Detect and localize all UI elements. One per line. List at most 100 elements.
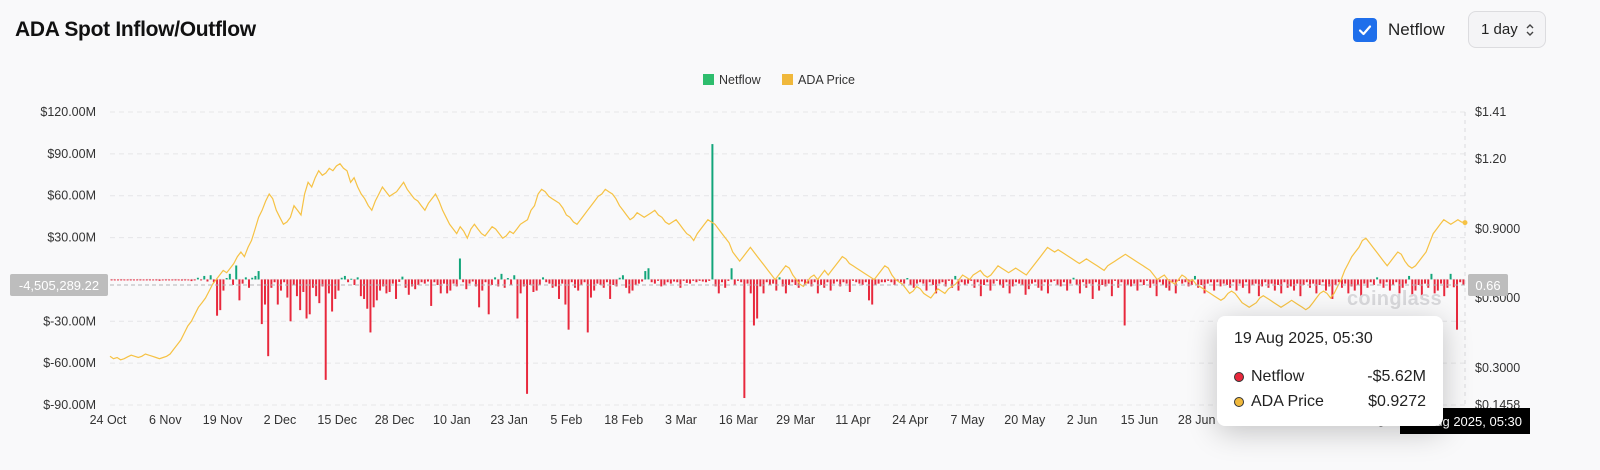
netflow-bar [1436, 279, 1439, 291]
netflow-bar [430, 279, 433, 306]
netflow-bar [136, 279, 139, 281]
netflow-bar [887, 279, 890, 281]
ada-price-line [109, 162, 1466, 361]
netflow-bar [1427, 279, 1430, 288]
netflow-bar [797, 279, 800, 288]
netflow-bar [602, 279, 605, 288]
right-axis-tick-label: $0.9000 [1475, 222, 1520, 236]
x-axis-tick-label: 19 Nov [203, 413, 243, 427]
netflow-bar [772, 279, 775, 284]
netflow-bar [682, 279, 685, 281]
netflow-bar [839, 279, 842, 287]
netflow-bar [637, 279, 640, 284]
netflow-bar [449, 279, 452, 291]
netflow-bar [1344, 279, 1347, 284]
netflow-bar [251, 277, 254, 280]
netflow-bar [359, 279, 362, 297]
netflow-bar [938, 279, 941, 284]
netflow-bar [701, 279, 704, 282]
netflow-bar [152, 279, 155, 281]
netflow-bar [1404, 279, 1407, 284]
netflow-bar [1267, 279, 1270, 288]
right-axis-tick-label: $1.41 [1475, 105, 1506, 119]
netflow-bar [1261, 279, 1264, 287]
netflow-bar [928, 279, 931, 283]
netflow-bar [286, 279, 289, 298]
netflow-bar [967, 279, 970, 284]
netflow-bar [641, 279, 644, 282]
netflow-bar [685, 279, 688, 283]
netflow-bar [1449, 273, 1452, 280]
netflow-bar [1356, 279, 1359, 286]
netflow-bar [1050, 279, 1053, 283]
netflow-bar [1270, 279, 1273, 284]
netflow-bar [724, 279, 727, 288]
checkmark-icon [1358, 25, 1372, 36]
netflow-bar [334, 279, 337, 299]
left-axis-tick-label: $90.00M [47, 147, 96, 161]
netflow-bar [228, 273, 231, 280]
netflow-bar [161, 279, 164, 281]
netflow-bar [388, 279, 391, 292]
netflow-checkbox[interactable] [1353, 18, 1377, 42]
netflow-bar [117, 279, 119, 281]
netflow-bar [740, 279, 743, 283]
netflow-bar [647, 268, 650, 280]
netflow-toggle[interactable]: Netflow [1353, 16, 1445, 44]
tooltip-price-value: $0.9272 [1368, 392, 1426, 410]
netflow-bar [580, 279, 583, 286]
netflow-bar [730, 268, 733, 280]
netflow-bar [1369, 279, 1372, 283]
netflow-bar [689, 279, 692, 284]
netflow-bar [503, 279, 506, 288]
netflow-bar [765, 279, 768, 283]
netflow-bar [455, 279, 458, 287]
netflow-bar [1117, 279, 1120, 288]
netflow-bar [1312, 279, 1315, 284]
netflow-bar [995, 279, 998, 281]
netflow-bar [784, 279, 787, 294]
netflow-bar [1021, 279, 1024, 286]
netflow-bar [573, 279, 576, 288]
netflow-bar [896, 279, 899, 281]
netflow-bar [1350, 279, 1353, 287]
netflow-bar [289, 279, 292, 322]
netflow-bar [922, 279, 925, 284]
netflow-bar [1015, 279, 1017, 283]
netflow-bar [836, 279, 839, 282]
interval-select[interactable]: 1 day [1468, 11, 1546, 48]
netflow-bar [612, 279, 615, 286]
netflow-bar [1324, 279, 1327, 291]
netflow-bar [302, 279, 305, 292]
netflow-bar [960, 279, 963, 283]
netflow-bar [1347, 279, 1350, 294]
netflow-bar [903, 279, 906, 284]
netflow-bar [848, 279, 851, 292]
tooltip-price-name: ADA Price [1251, 392, 1324, 410]
netflow-bar [113, 279, 116, 281]
netflow-bar [193, 279, 196, 281]
netflow-bar [714, 279, 717, 287]
netflow-bar [1225, 279, 1228, 286]
netflow-bar [1392, 279, 1395, 286]
netflow-bar [935, 279, 938, 294]
netflow-bar [1030, 279, 1033, 284]
netflow-bar [180, 279, 183, 281]
netflow-bar [1257, 279, 1260, 297]
netflow-bar [852, 279, 854, 281]
netflow-bar [1046, 279, 1049, 294]
netflow-bar [148, 279, 151, 281]
netflow-bar [631, 279, 634, 291]
netflow-bar [216, 279, 219, 316]
chart-tooltip: 19 Aug 2025, 05:30 Netflow -$5.62M ADA P… [1217, 316, 1443, 426]
netflow-bar [1321, 279, 1324, 283]
netflow-bar [203, 275, 206, 280]
netflow-bar [1075, 279, 1078, 286]
netflow-bar [890, 279, 893, 283]
tooltip-price-dot [1234, 396, 1244, 407]
page-title: ADA Spot Inflow/Outflow [15, 18, 256, 41]
netflow-bar [1177, 279, 1180, 281]
netflow-bar [1289, 279, 1292, 287]
netflow-bar [522, 279, 525, 287]
